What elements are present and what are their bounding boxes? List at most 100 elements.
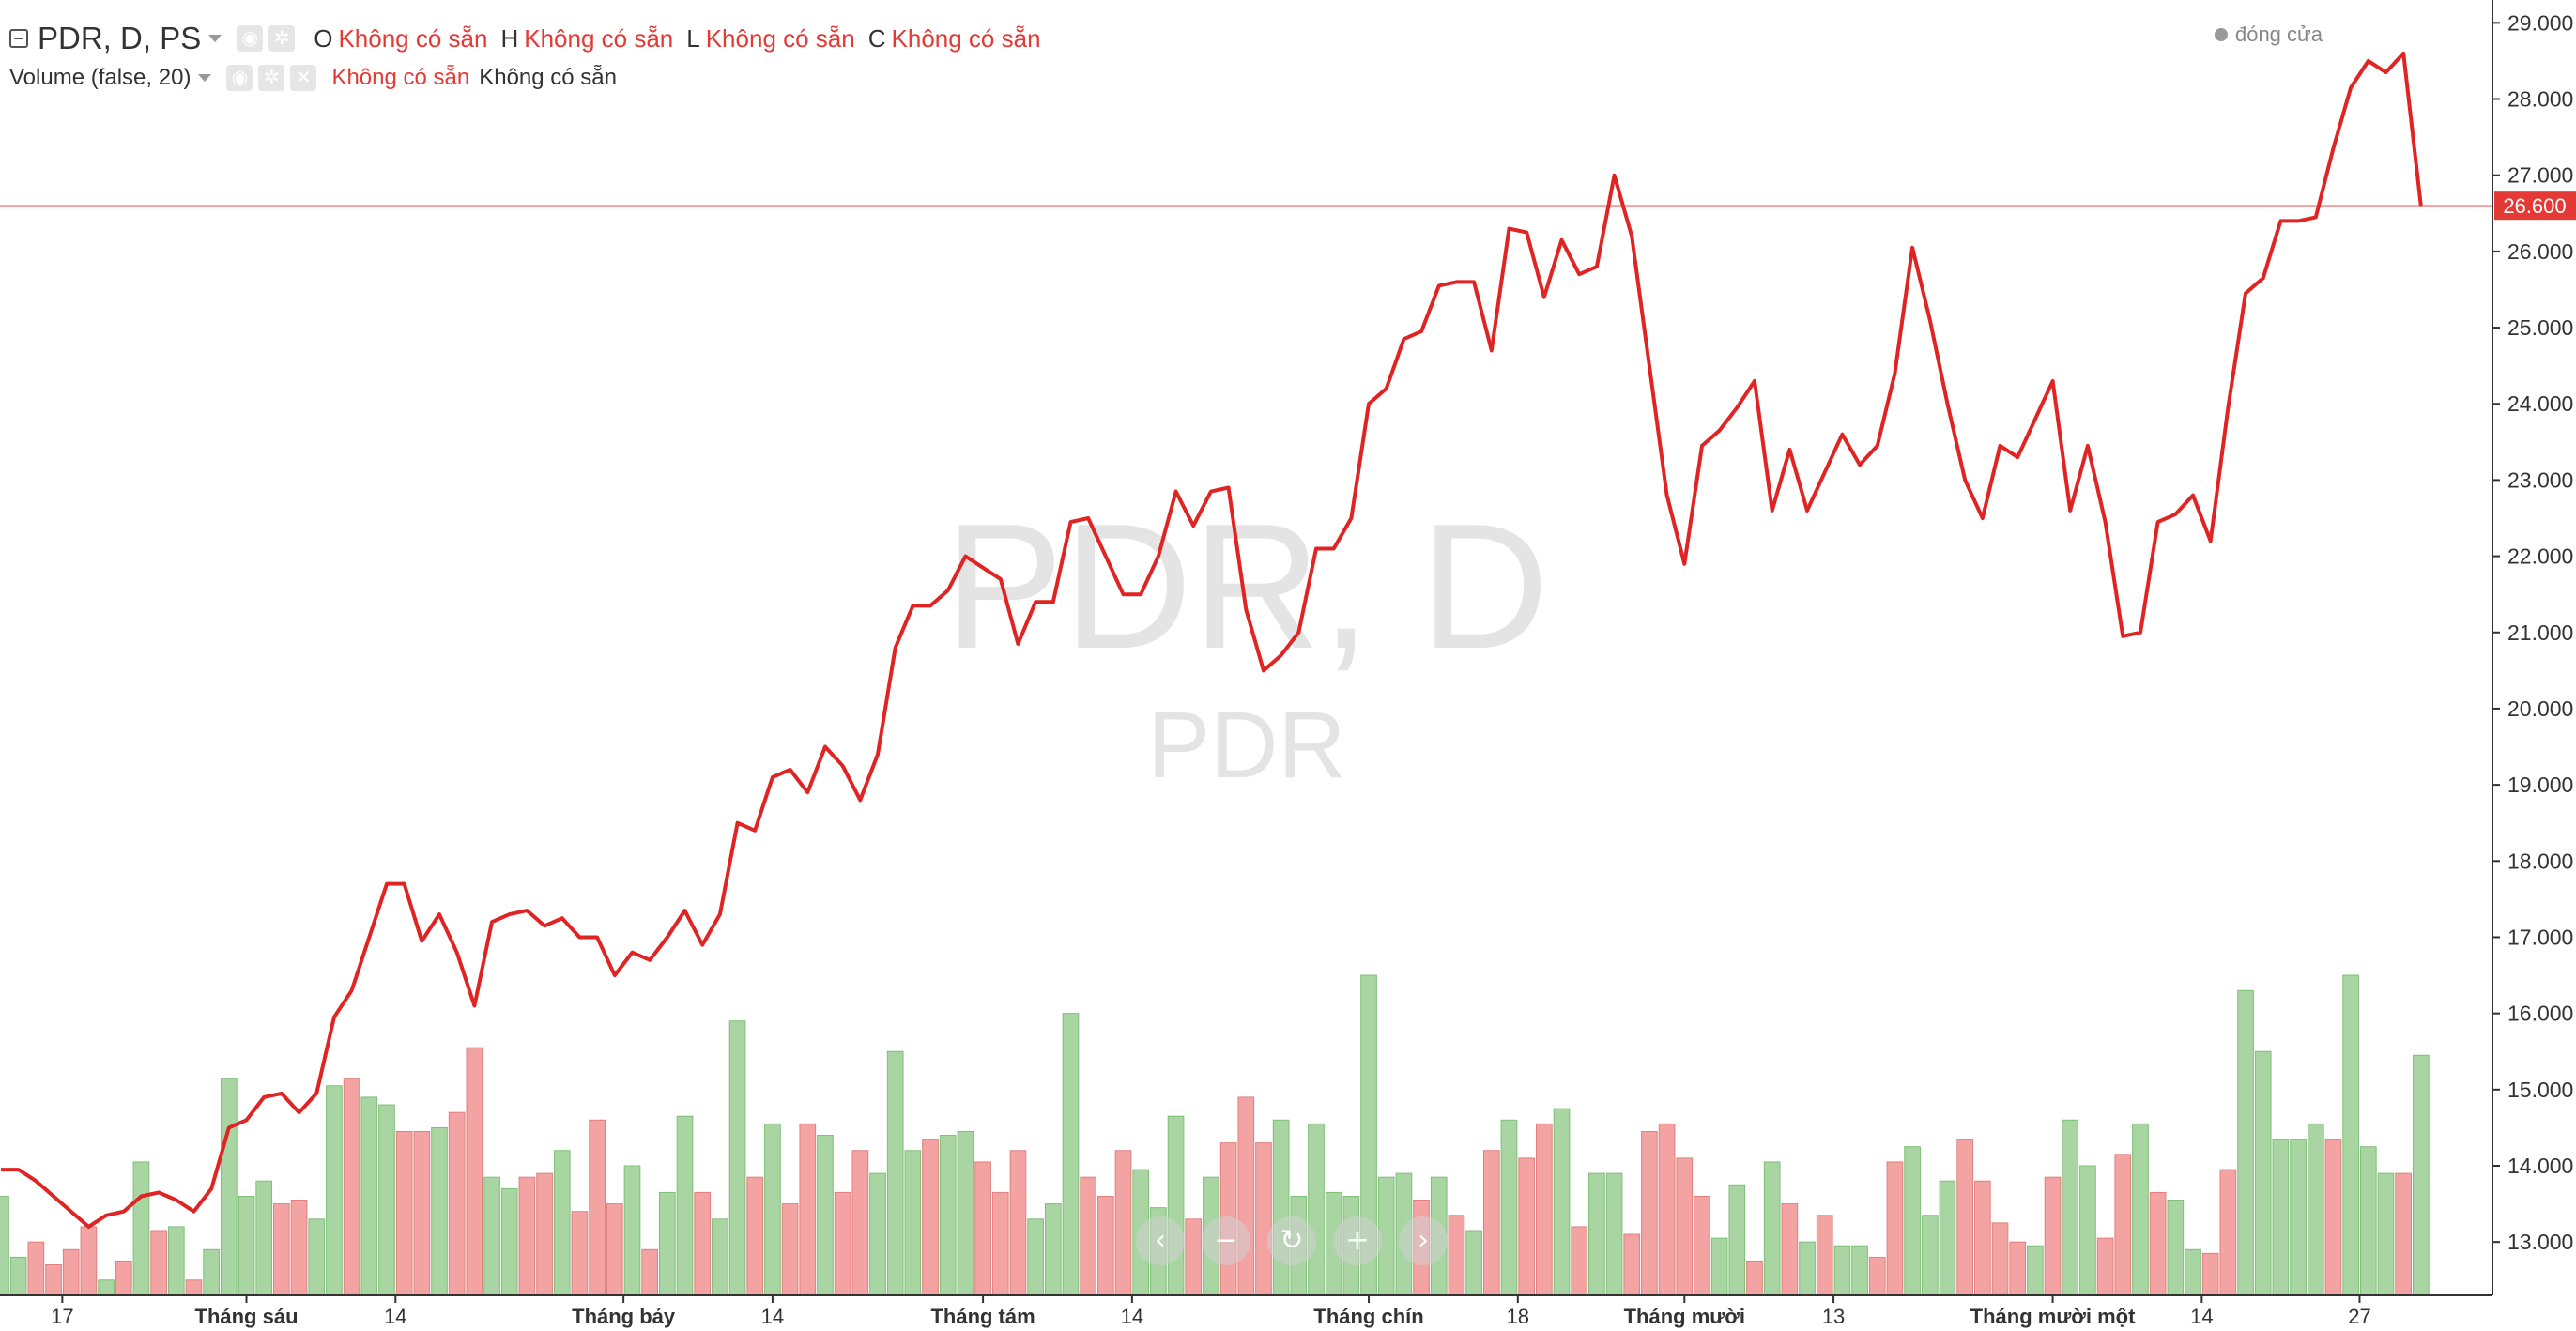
volume-bar [1553,1108,1571,1296]
time-axis-label: Tháng tám [930,1305,1035,1328]
reset-button[interactable]: ↻ [1267,1216,1316,1265]
eye-icon[interactable]: ◉ [226,65,253,91]
volume-bar [799,1123,817,1296]
time-axis-label: 14 [384,1305,406,1328]
scroll-right-button[interactable]: › [1399,1216,1448,1265]
volume-bar [834,1191,851,1296]
price-axis[interactable]: 13.000 14.000 15.000 16.000 17.000 18.000 19.0… [2492,10,2573,1254]
low-label: L [686,23,700,53]
gear-icon[interactable]: ✲ [258,65,285,91]
volume-bar [2254,1050,2272,1296]
volume-bar [728,1020,746,1296]
volume-bar [255,1180,273,1296]
volume-bar [2395,1172,2413,1296]
watermark-symbol: PDR, D [944,487,1549,686]
chevron-down-icon[interactable] [198,74,212,82]
time-axis-label: 27 [2348,1305,2370,1328]
price-axis-label: 16.000 [2507,1002,2573,1026]
volume-bar [431,1126,448,1296]
volume-bar [1062,1013,1080,1296]
volume-bar [1167,1115,1185,1296]
volume-bar [659,1191,676,1296]
volume-bar [1500,1119,1518,1296]
price-axis-label: 23.000 [2507,467,2573,492]
volume-bar [1588,1172,1605,1296]
volume-bar [0,1195,9,1296]
chevron-down-icon[interactable] [208,35,222,42]
volume-bar [1448,1215,1465,1296]
high-value: Không có sẵn [524,23,674,53]
zoom-out-button[interactable]: − [1202,1216,1250,1265]
volume-bar [290,1200,308,1296]
volume-bar [1536,1123,1553,1296]
volume-bar [1921,1215,1939,1296]
volume-bar [9,1256,27,1296]
open-label: O [314,23,333,53]
volume-bar [1080,1176,1096,1296]
scroll-left-button[interactable]: ‹ [1136,1216,1185,1265]
price-axis-label: 29.000 [2507,10,2573,35]
volume-bar [1676,1157,1694,1296]
volume-bar [150,1230,167,1296]
volume-bar [2413,1054,2430,1296]
volume-bar [2201,1252,2219,1296]
volume-bar [238,1195,255,1296]
volume-bar [1781,1203,1799,1296]
collapse-icon[interactable] [9,29,28,48]
time-axis-label: 13 [1822,1305,1845,1328]
volume-bar [1851,1245,1868,1296]
volume-bar [62,1248,80,1296]
volume-bar [2167,1200,2185,1296]
volume-title[interactable]: Volume (false, 20) [9,65,192,90]
price-axis-label: 22.000 [2507,544,2573,569]
volume-bar [1710,1237,1728,1296]
last-price-tag-bg [2494,191,2576,221]
volume-bar [2219,1169,2237,1296]
time-axis-label: Tháng chín [1313,1305,1423,1328]
volume-bar [641,1248,659,1296]
last-price-value: 26.600 [2503,194,2566,218]
price-axis-label: 28.000 [2507,87,2573,112]
volume-bar [115,1260,132,1296]
eye-icon[interactable]: ◉ [237,25,264,52]
price-axis-label: 13.000 [2507,1230,2573,1254]
volume-bar [922,1139,939,1296]
volume-bar [1605,1172,1623,1296]
volume-bar [98,1279,115,1296]
volume-bar [1482,1150,1500,1296]
volume-bar [886,1050,904,1296]
volume-bar [2096,1237,2114,1296]
volume-bar [1658,1123,1676,1296]
zoom-in-button[interactable]: + [1333,1216,1382,1265]
time-axis[interactable]: 17 Tháng sáu 14 Tháng bảy 14 Tháng tám 14 Tháng… [51,1295,2371,1328]
time-axis-label: Tháng sáu [195,1305,299,1328]
volume-bar [781,1203,799,1296]
volume-bar [2132,1123,2149,1296]
volume-bar [2114,1154,2132,1296]
volume-bar [676,1115,694,1296]
volume-bar [694,1191,712,1296]
volume-bar [1641,1130,1658,1296]
symbol-title[interactable]: PDR, D, PS [38,21,202,55]
volume-bar [1308,1123,1325,1296]
gear-icon[interactable]: ✲ [268,25,296,52]
volume-bar [483,1176,500,1296]
volume-bar [1991,1222,2009,1296]
volume-bar [1974,1180,1991,1296]
volume-bar [2062,1119,2079,1296]
close-icon[interactable]: ✕ [290,65,317,91]
volume-bar [2149,1191,2167,1296]
volume-bar [712,1218,728,1296]
price-axis-label: 24.000 [2507,391,2573,416]
volume-bar [2359,1146,2377,1296]
volume-bar [308,1218,326,1296]
volume-bar [395,1130,413,1296]
volume-bar [589,1119,606,1296]
volume-bar [27,1241,45,1296]
volume-bar [500,1187,518,1296]
volume-bar [1694,1195,1710,1296]
volume-value: Không có sẵn [331,65,470,90]
volume-bar [1904,1146,1921,1296]
